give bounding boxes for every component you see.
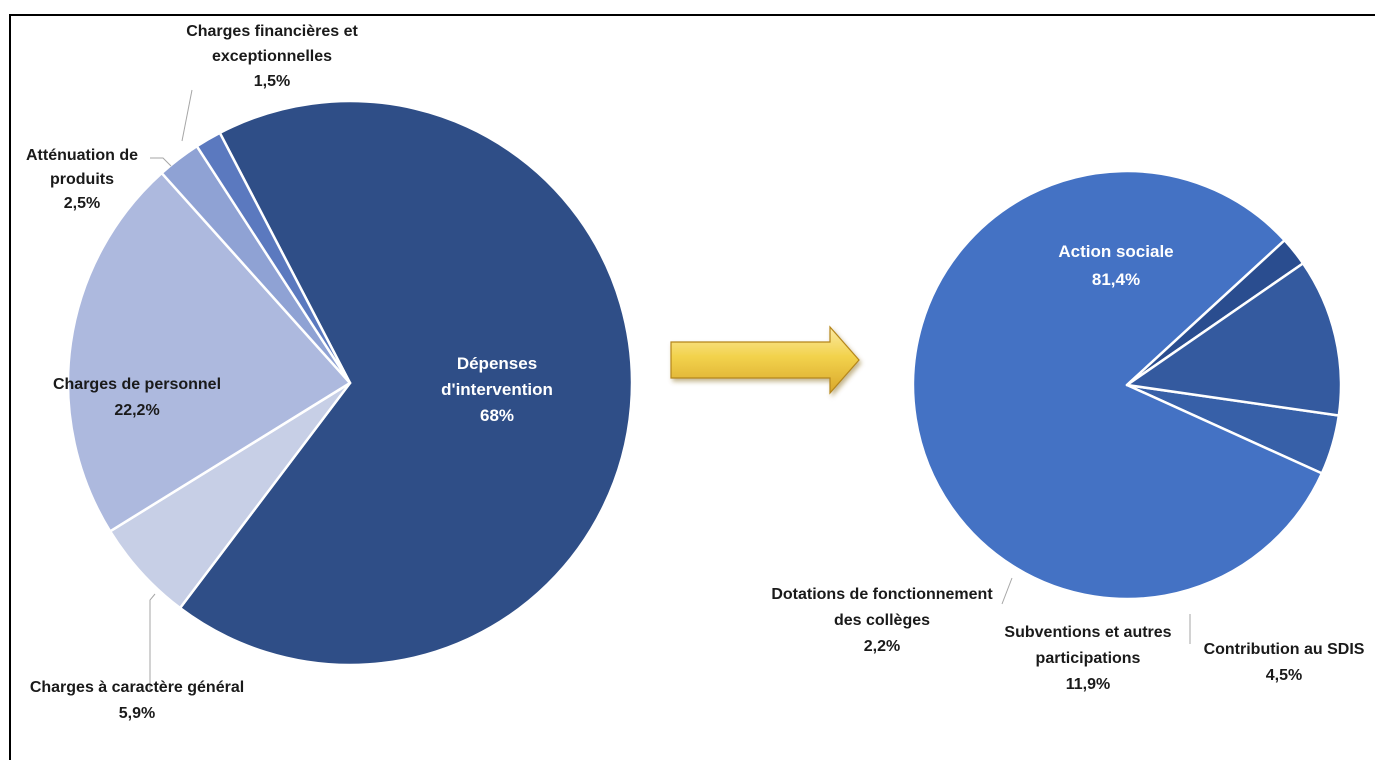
slice-name-label: d'intervention	[441, 380, 553, 399]
label-dotations-de-fonctionnement-des-colleges: Dotations de fonctionnement des collèges 2…	[771, 586, 993, 655]
slice-name-label: Action sociale	[1058, 242, 1173, 261]
leader-line	[149, 593, 156, 690]
slice-name-label: des collèges	[834, 612, 930, 629]
leader-line	[150, 157, 172, 167]
arrow-icon	[670, 325, 860, 395]
slice-value-label: 4,5%	[1266, 667, 1302, 684]
pie-slice-action-sociale	[911, 169, 1324, 601]
slice-name-label: Subventions et autres	[1004, 624, 1171, 641]
slice-name-label: participations	[1036, 650, 1141, 667]
label-charges-de-personnel: Charges de personnel 22,2%	[53, 376, 221, 419]
label-subventions-et-autres-participations: Subventions et autres participations 11,9%	[1004, 624, 1171, 693]
label-depenses-d-intervention: Dépenses d'intervention 68%	[441, 354, 553, 425]
slice-value-label: 5,9%	[119, 705, 155, 722]
leader-line	[181, 89, 193, 142]
left-pie-chart	[66, 99, 634, 667]
pie-slice-charges-de-personnel	[66, 171, 352, 533]
label-charges-a-caractere-general: Charges à caractère général 5,9%	[30, 679, 244, 722]
slice-value-label: 68%	[480, 406, 514, 425]
slice-name-label: Contribution au SDIS	[1204, 641, 1365, 658]
slice-labels: Dépenses d'intervention 68% Charges à carac…	[26, 23, 1365, 722]
slice-name-label: Charges financières et	[186, 23, 358, 40]
leader-lines	[149, 89, 1191, 690]
slice-name-label: Charges à caractère général	[30, 679, 244, 696]
pie-slice-charges-financieres-et-exceptionnelles	[195, 131, 352, 385]
slice-name-label: produits	[50, 171, 114, 188]
slice-value-label: 1,5%	[254, 73, 290, 90]
pie-slice-subventions-et-autres-participations	[1125, 262, 1343, 417]
label-action-sociale: Action sociale 81,4%	[1058, 242, 1173, 289]
right-pie-chart	[911, 169, 1343, 601]
slice-value-label: 2,2%	[864, 638, 900, 655]
slice-value-label: 81,4%	[1092, 270, 1140, 289]
leader-line	[1001, 577, 1013, 605]
label-contribution-au-sdis: Contribution au SDIS 4,5%	[1204, 641, 1365, 684]
slice-name-label: Dépenses	[457, 354, 537, 373]
slice-value-label: 11,9%	[1066, 676, 1110, 693]
slice-value-label: 22,2%	[114, 402, 159, 419]
slice-name-label: Charges de personnel	[53, 376, 221, 393]
slice-name-label: Atténuation de	[26, 147, 138, 164]
slice-value-label: 2,5%	[64, 195, 100, 212]
slice-name-label: Dotations de fonctionnement	[771, 586, 993, 603]
label-charges-financieres-et-exceptionnelles: Charges financières et exceptionnelles 1,5…	[186, 23, 358, 90]
label-attenuation-de-produits: Atténuation de produits 2,5%	[26, 147, 138, 212]
pie-slice-depenses-d-intervention	[178, 99, 634, 667]
slice-name-label: exceptionnelles	[212, 48, 332, 65]
